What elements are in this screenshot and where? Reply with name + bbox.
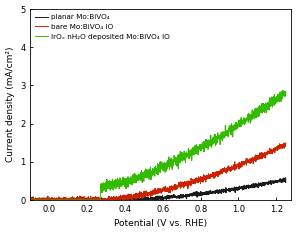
bare Mo:BiVO₄ IO	[284, 141, 287, 144]
bare Mo:BiVO₄ IO	[42, 198, 45, 201]
bare Mo:BiVO₄ IO	[277, 146, 280, 148]
bare Mo:BiVO₄ IO	[146, 192, 150, 194]
planar Mo:BiVO₄	[146, 198, 150, 201]
planar Mo:BiVO₄	[284, 176, 287, 179]
planar Mo:BiVO₄	[277, 180, 280, 183]
Line: IrOₓ nH₂O deposited Mo:BiVO₄ IO: IrOₓ nH₂O deposited Mo:BiVO₄ IO	[30, 91, 286, 200]
planar Mo:BiVO₄	[29, 199, 32, 201]
IrOₓ nH₂O deposited Mo:BiVO₄ IO	[230, 122, 233, 125]
IrOₓ nH₂O deposited Mo:BiVO₄ IO	[29, 199, 32, 201]
IrOₓ nH₂O deposited Mo:BiVO₄ IO	[153, 167, 156, 170]
planar Mo:BiVO₄	[277, 180, 280, 183]
IrOₓ nH₂O deposited Mo:BiVO₄ IO	[42, 199, 45, 201]
X-axis label: Potential (V vs. RHE): Potential (V vs. RHE)	[114, 219, 208, 228]
planar Mo:BiVO₄	[153, 197, 156, 200]
Y-axis label: Current density (mA/cm²): Current density (mA/cm²)	[6, 47, 15, 162]
IrOₓ nH₂O deposited Mo:BiVO₄ IO	[277, 97, 280, 100]
bare Mo:BiVO₄ IO	[277, 148, 280, 151]
bare Mo:BiVO₄ IO	[230, 168, 233, 171]
Line: bare Mo:BiVO₄ IO: bare Mo:BiVO₄ IO	[30, 143, 286, 200]
IrOₓ nH₂O deposited Mo:BiVO₄ IO	[146, 175, 150, 177]
bare Mo:BiVO₄ IO	[284, 142, 287, 145]
IrOₓ nH₂O deposited Mo:BiVO₄ IO	[281, 89, 284, 92]
Line: planar Mo:BiVO₄: planar Mo:BiVO₄	[30, 178, 286, 200]
IrOₓ nH₂O deposited Mo:BiVO₄ IO	[277, 97, 280, 100]
Legend: planar Mo:BiVO₄, bare Mo:BiVO₄ IO, IrOₓ nH₂O deposited Mo:BiVO₄ IO: planar Mo:BiVO₄, bare Mo:BiVO₄ IO, IrOₓ …	[33, 12, 172, 42]
planar Mo:BiVO₄	[42, 199, 45, 201]
bare Mo:BiVO₄ IO	[29, 199, 32, 201]
planar Mo:BiVO₄	[230, 188, 233, 191]
bare Mo:BiVO₄ IO	[153, 189, 156, 192]
IrOₓ nH₂O deposited Mo:BiVO₄ IO	[284, 90, 287, 93]
